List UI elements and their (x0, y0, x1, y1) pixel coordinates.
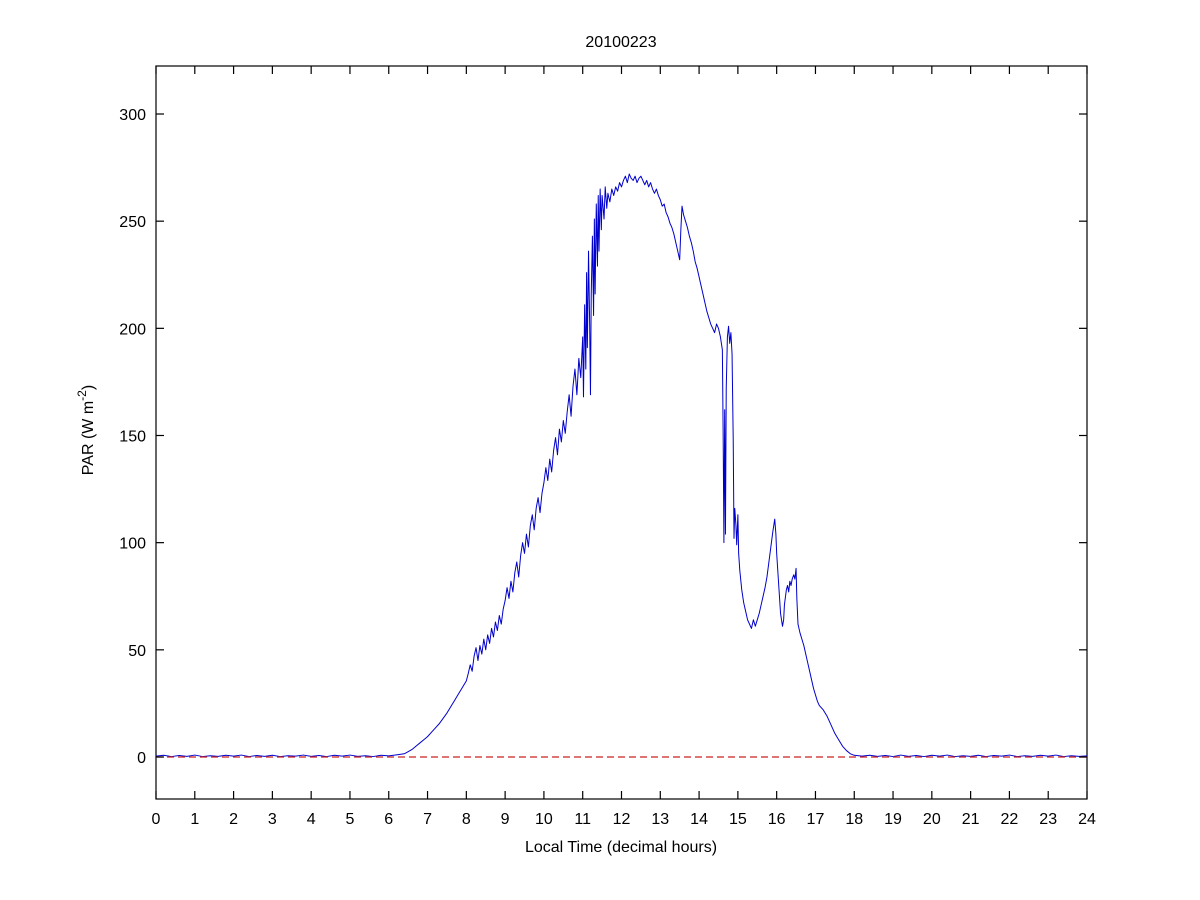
ticks-group (155, 66, 1088, 799)
PAR-line (155, 173, 1088, 758)
x-tick-label: 3 (268, 811, 277, 828)
x-tick-label: 11 (574, 811, 591, 828)
y-tick-label: 50 (128, 643, 146, 660)
x-tick-label: 22 (1001, 811, 1019, 828)
x-tick-label: 17 (807, 811, 825, 828)
y-tick-label: 250 (119, 214, 146, 231)
y-axis-label: PAR (W m-2) (75, 385, 97, 475)
x-tick-label: 12 (613, 811, 631, 828)
x-tick-label: 13 (651, 811, 669, 828)
y-axis-label-close: ) (80, 385, 97, 390)
y-tick-label: 0 (137, 750, 146, 767)
x-tick-label: 5 (346, 811, 355, 828)
chart-title: 20100223 (585, 34, 656, 51)
plot-box (155, 65, 1088, 800)
series-group (155, 173, 1088, 758)
y-axis-label-main: PAR (W m (80, 401, 97, 475)
x-tick-label: 24 (1078, 811, 1096, 828)
tick-labels-group: 0 1 2 3 4 5 6 7 8 9 10 11 12 13 14 15 16 17 18 19 20 21 22 23 24… (119, 107, 1096, 828)
x-tick-label: 10 (535, 811, 553, 828)
x-tick-label: 7 (423, 811, 432, 828)
x-tick-label: 18 (845, 811, 863, 828)
x-tick-label: 21 (962, 811, 980, 828)
x-tick-label: 23 (1039, 811, 1057, 828)
y-tick-label: 300 (119, 107, 146, 124)
x-tick-label: 2 (229, 811, 238, 828)
x-tick-label: 6 (384, 811, 393, 828)
x-tick-label: 9 (501, 811, 510, 828)
x-tick-label: 20 (923, 811, 941, 828)
x-axis-label: Local Time (decimal hours) (525, 839, 717, 856)
x-tick-label: 4 (307, 811, 316, 828)
x-tick-label: 16 (768, 811, 786, 828)
y-tick-label: 100 (119, 536, 146, 553)
x-tick-label: 14 (690, 811, 708, 828)
x-tick-label: 1 (190, 811, 199, 828)
x-tick-label: 0 (152, 811, 161, 828)
x-tick-label: 8 (462, 811, 471, 828)
x-tick-label: 15 (729, 811, 747, 828)
y-tick-label: 150 (119, 429, 146, 446)
y-axis-label-superscript: -2 (75, 390, 89, 401)
x-tick-label: 19 (884, 811, 902, 828)
y-tick-label: 200 (119, 321, 146, 338)
